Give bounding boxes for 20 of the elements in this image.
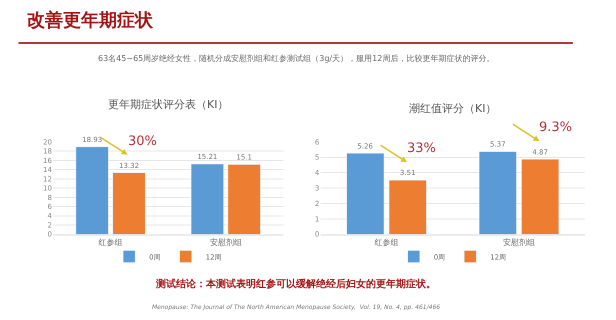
annotation: 9.3% bbox=[539, 120, 572, 135]
bar bbox=[76, 146, 109, 234]
annotation: 33% bbox=[407, 141, 436, 156]
chart-title: 潮红值评分（KI） bbox=[409, 102, 496, 115]
text: 63名45~65周岁绝经女性，随机分成安慰剂组和红参测试组（3g/天），服用12周后，比较更年期症状的评分。 bbox=[98, 54, 494, 63]
bar bbox=[346, 153, 384, 234]
annotation: 30% bbox=[128, 134, 157, 149]
bar bbox=[112, 172, 146, 234]
bar bbox=[388, 180, 427, 234]
bar bbox=[228, 164, 261, 234]
x-tick-label: 红参组 bbox=[98, 238, 123, 247]
bar bbox=[521, 159, 560, 234]
chart-title: 更年期症状评分表（KI） bbox=[108, 98, 228, 111]
bar bbox=[478, 151, 517, 234]
x-tick-label: 红参组 bbox=[374, 238, 399, 247]
text: 测试结论：本测试表明红参可以缓解绝经后妇女的更年期症状。 bbox=[155, 278, 436, 290]
x-tick-label: 安慰剂组 bbox=[502, 238, 535, 247]
x-tick-label: 安慰剂组 bbox=[210, 238, 242, 247]
text: 改善更年期症状 bbox=[27, 10, 154, 31]
bar bbox=[190, 164, 224, 234]
